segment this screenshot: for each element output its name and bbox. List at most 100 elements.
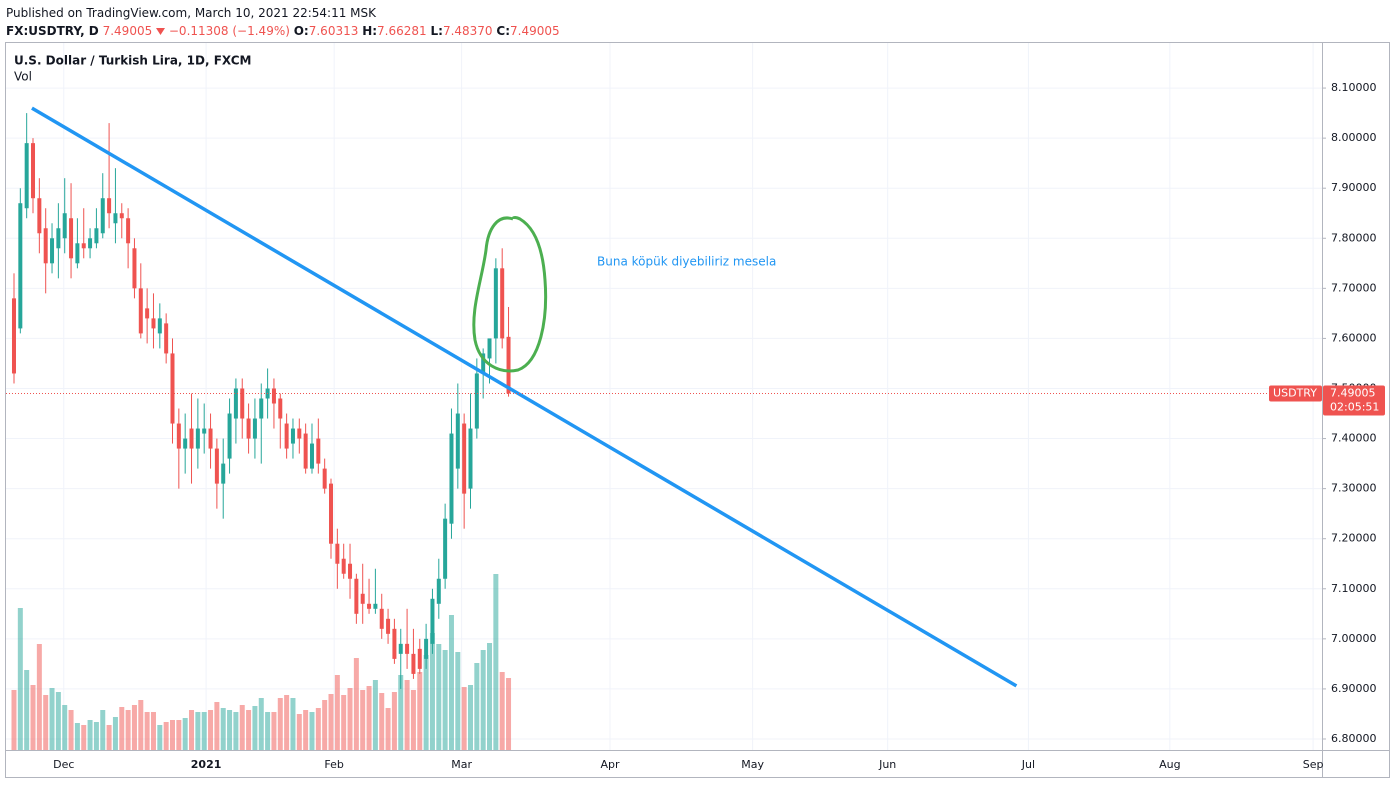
volume-bar [448,615,454,750]
candle-body [107,198,112,214]
volume-bar [24,670,30,750]
candle-body [157,318,162,334]
volume-bar [353,658,359,750]
volume-bar [49,688,55,750]
candle-body [69,218,74,259]
frame [5,42,1390,778]
volume-bar [366,686,372,750]
volume-bar [189,710,195,750]
volume-bar [347,688,353,750]
candle-body [443,518,448,579]
volume-bar [138,700,144,750]
volume-bar [506,678,512,750]
y-tick-label: 6.90000 [1331,682,1377,695]
candle-body [449,433,454,524]
candle-body [481,353,486,374]
volume-bar [100,710,106,750]
price-tag [1323,385,1385,416]
volume-bar [499,672,505,750]
volume-bar [87,720,93,750]
volume-bar [265,712,271,750]
candle-body [297,428,302,439]
candle-body [138,288,143,334]
candle-body [430,598,435,644]
candle-body [322,468,327,489]
volume-bar [62,705,68,750]
candle-body [119,213,124,219]
volume-bar [68,710,74,750]
volume-bar [404,680,410,750]
candle-body [392,628,397,659]
candle-body [329,483,334,544]
candle-body [360,593,365,604]
change: −0.11308 (−1.49%) [168,24,290,38]
candle-body [62,213,67,239]
candle-body [176,423,181,449]
ohlc-key: L: [430,24,443,38]
symbol-tag [1269,385,1322,402]
volume-bar [176,720,182,750]
y-tick-label: 7.30000 [1331,482,1377,495]
candle-body [436,578,441,604]
freehand-circle [472,216,548,373]
y-tick-label: 7.80000 [1331,231,1377,244]
candle-body [240,388,245,419]
volume-bar [372,680,378,750]
candle-body [284,423,289,449]
x-tick-label: Apr [600,758,620,771]
ohlc-key: O: [293,24,309,38]
candle-body [75,243,80,264]
volume-bar [93,722,99,750]
volume-bar [17,608,23,750]
candle-body [411,653,416,674]
volume-bar [322,700,328,750]
y-tick-label: 7.60000 [1331,331,1377,344]
candle-body [56,228,61,249]
y-tick-label: 7.40000 [1331,432,1377,445]
volume-bar [227,710,233,750]
volume-bar [461,687,467,750]
ohlc-value: 7.48370 [442,24,493,38]
annotation: Buna köpük diyebiliriz mesela [597,255,776,269]
volume-bar [252,706,258,750]
y-tick-label: 7.70000 [1331,281,1377,294]
trend-line [31,106,1018,688]
candle-body [348,563,353,579]
volume-bar [284,695,290,750]
candle-body [271,388,276,404]
candle-body [94,228,99,244]
candle-body [259,398,264,419]
volume-bar [398,675,404,750]
down-arrow [156,28,166,35]
candle-body [151,318,156,329]
candle-body [81,243,86,249]
volume-bar [182,718,188,750]
volume-layer [11,574,512,750]
volume-bar [36,644,42,750]
y-tick-label: 7.00000 [1331,632,1377,645]
volume-bar [436,644,442,750]
ohlc-key: C: [496,24,510,38]
volume-bar [150,712,156,750]
x-tick-label: Jul [1021,758,1035,771]
volume-bar [125,710,131,750]
volume-bar [493,574,499,750]
volume-bar [423,655,429,750]
candle-body [246,418,251,439]
candle-body [11,298,16,374]
published: Published on TradingView.com, March 10, … [6,6,377,20]
volume-bar [169,720,175,750]
candle-body [500,268,505,339]
volume-bar [455,652,461,750]
ohlc: O:7.60313 H:7.66281 L:7.48370 C:7.49005 [294,24,560,38]
y-tick-label: 7.90000 [1331,181,1377,194]
candle-body [303,433,308,469]
volume-bar [131,705,137,750]
candle-layer [11,113,511,689]
ohlc-key: H: [362,24,378,38]
volume-bar [157,725,163,750]
volume-bar [334,675,340,750]
candle-body [31,143,36,199]
volume-bar [303,710,309,750]
